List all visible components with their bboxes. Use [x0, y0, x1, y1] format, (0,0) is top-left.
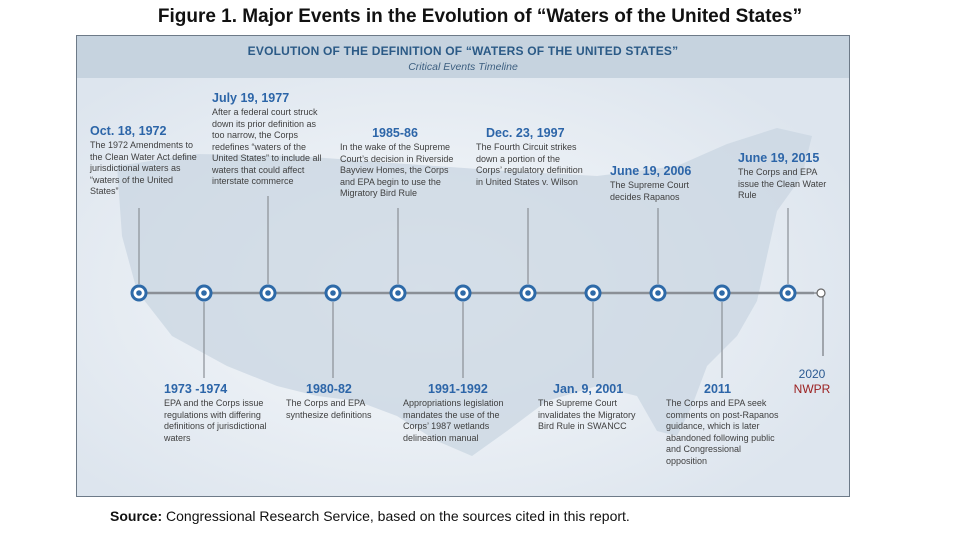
node-2001 [584, 284, 602, 302]
figure-title: Figure 1. Major Events in the Evolution … [157, 6, 803, 27]
event-1997: Dec. 23, 1997 The Fourth Circuit strikes… [476, 126, 588, 188]
node-2015 [779, 284, 797, 302]
event-1973: 1973 -1974 EPA and the Corps issue regul… [164, 382, 274, 444]
source-note: Source: Congressional Research Service, … [110, 508, 630, 524]
event-date: 1991-1992 [428, 382, 488, 396]
event-date: 2011 [704, 382, 732, 396]
event-text: The Supreme Court invalidates the Migrat… [538, 398, 636, 431]
event-text: The Fourth Circuit strikes down a portio… [476, 142, 583, 187]
us-map-background [77, 36, 849, 496]
panel-title: EVOLUTION OF THE DEFINITION OF “WATERS O… [247, 44, 679, 58]
event-text: The 1972 Amendments to the Clean Water A… [90, 140, 197, 196]
event-1972: Oct. 18, 1972 The 1972 Amendments to the… [90, 124, 198, 198]
event-2011: 2011 The Corps and EPA seek comments on … [666, 382, 780, 467]
event-date: 1985-86 [372, 126, 418, 140]
timeline-graphic [130, 196, 826, 378]
added-event-label: NWPR [793, 382, 831, 396]
event-2001: Jan. 9, 2001 The Supreme Court invalidat… [538, 382, 650, 433]
event-date: 1980-82 [306, 382, 352, 396]
event-date: Oct. 18, 1972 [90, 124, 167, 138]
event-1980: 1980-82 The Corps and EPA synthesize def… [286, 382, 396, 421]
node-1977 [259, 284, 277, 302]
added-event-year: 2020 [798, 367, 826, 381]
node-2020-nwpr [816, 288, 826, 298]
event-date: Dec. 23, 1997 [486, 126, 565, 140]
event-text: Appropriations legislation mandates the … [403, 398, 504, 443]
node-2006 [649, 284, 667, 302]
event-text: The Corps and EPA issue the Clean Water … [738, 167, 827, 200]
event-1977: July 19, 1977 After a federal court stru… [212, 91, 322, 188]
event-text: The Corps and EPA seek comments on post-… [666, 398, 779, 466]
event-text: After a federal court struck down its pr… [212, 107, 322, 186]
event-text: EPA and the Corps issue regulations with… [164, 398, 267, 443]
event-1991: 1991-1992 Appropriations legislation man… [403, 382, 519, 444]
event-date: June 19, 2006 [610, 164, 692, 178]
node-1991 [454, 284, 472, 302]
added-event-nwpr: 2020 NWPR [790, 367, 834, 397]
node-1980 [324, 284, 342, 302]
event-1985: 1985-86 In the wake of the Supreme Court… [340, 126, 466, 200]
event-date: July 19, 1977 [212, 91, 290, 105]
node-1973 [195, 284, 213, 302]
event-text: In the wake of the Supreme Court’s decis… [340, 142, 454, 198]
event-date: Jan. 9, 2001 [553, 382, 624, 396]
source-text: Congressional Research Service, based on… [162, 508, 630, 524]
event-text: The Corps and EPA synthesize definitions [286, 398, 372, 420]
node-2011 [713, 284, 731, 302]
event-date: 1973 -1974 [164, 382, 228, 396]
event-2006: June 19, 2006 The Supreme Court decides … [610, 164, 720, 203]
event-date: June 19, 2015 [738, 151, 820, 165]
node-1985 [389, 284, 407, 302]
timeline-panel: EVOLUTION OF THE DEFINITION OF “WATERS O… [76, 35, 850, 497]
event-2015: June 19, 2015 The Corps and EPA issue th… [738, 151, 838, 202]
event-text: The Supreme Court decides Rapanos [610, 180, 690, 202]
panel-subtitle: Critical Events Timeline [408, 61, 518, 73]
node-1997 [519, 284, 537, 302]
source-label: Source: [110, 508, 163, 524]
node-1972 [130, 284, 148, 302]
panel-header: EVOLUTION OF THE DEFINITION OF “WATERS O… [77, 36, 849, 78]
